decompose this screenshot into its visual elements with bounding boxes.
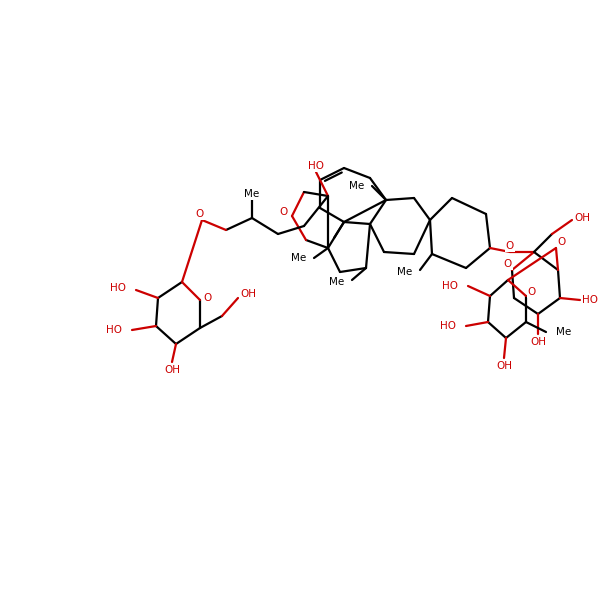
Text: OH: OH [496,361,512,371]
Text: OH: OH [530,337,546,347]
Text: O: O [280,207,288,217]
Text: O: O [506,241,514,251]
Text: HO: HO [582,295,598,305]
Text: HO: HO [442,281,458,291]
Text: Me: Me [244,189,260,199]
Text: OH: OH [574,213,590,223]
Text: HO: HO [440,321,456,331]
Text: Me: Me [291,253,306,263]
Text: Me: Me [397,267,412,277]
Text: O: O [204,293,212,303]
Text: HO: HO [106,325,122,335]
Text: HO: HO [308,161,324,171]
Text: O: O [558,237,566,247]
Text: Me: Me [556,327,571,337]
Text: Me: Me [329,277,344,287]
Text: O: O [528,287,536,297]
Text: O: O [504,259,512,269]
Text: HO: HO [110,283,126,293]
Text: OH: OH [240,289,256,299]
Text: O: O [196,209,204,219]
Text: OH: OH [164,365,180,375]
Text: Me: Me [349,181,364,191]
